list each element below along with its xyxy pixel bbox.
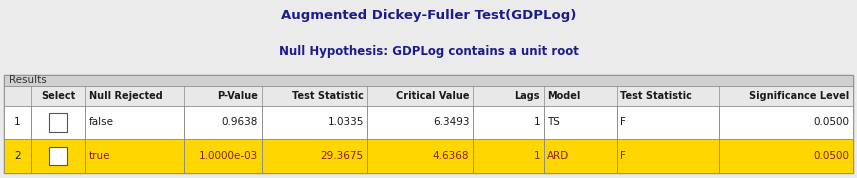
Text: F: F (620, 151, 626, 161)
Text: Augmented Dickey-Fuller Test(GDPLog): Augmented Dickey-Fuller Test(GDPLog) (281, 9, 576, 22)
Bar (49, 113, 68, 132)
Text: Test Statistic: Test Statistic (292, 91, 363, 101)
Text: 2: 2 (15, 151, 21, 161)
Text: P-Value: P-Value (218, 91, 258, 101)
Bar (4, 106, 853, 139)
Bar (49, 147, 68, 165)
Text: false: false (89, 117, 114, 127)
Bar (4, 75, 853, 86)
Text: Lags: Lags (514, 91, 540, 101)
Bar (4, 86, 853, 106)
Text: Test Statistic: Test Statistic (620, 91, 692, 101)
Text: Results: Results (9, 75, 46, 85)
Text: true: true (89, 151, 111, 161)
Text: 29.3675: 29.3675 (321, 151, 363, 161)
Text: 1: 1 (533, 151, 540, 161)
Text: Significance Level: Significance Level (749, 91, 849, 101)
Text: 1.0000e-03: 1.0000e-03 (199, 151, 258, 161)
Bar (4, 139, 853, 173)
Text: ARD: ARD (547, 151, 569, 161)
Text: Select: Select (41, 91, 75, 101)
Text: 4.6368: 4.6368 (433, 151, 470, 161)
Text: 0.9638: 0.9638 (222, 117, 258, 127)
Text: Null Rejected: Null Rejected (89, 91, 163, 101)
Text: Critical Value: Critical Value (396, 91, 470, 101)
Text: 1: 1 (533, 117, 540, 127)
Text: TS: TS (547, 117, 560, 127)
Text: F: F (620, 117, 626, 127)
Text: Model: Model (547, 91, 580, 101)
Text: 1: 1 (15, 117, 21, 127)
Text: 0.0500: 0.0500 (813, 117, 849, 127)
Bar (4, 75, 853, 173)
Text: 0.0500: 0.0500 (813, 151, 849, 161)
Text: Null Hypothesis: GDPLog contains a unit root: Null Hypothesis: GDPLog contains a unit … (279, 44, 578, 57)
Text: 6.3493: 6.3493 (433, 117, 470, 127)
Text: 1.0335: 1.0335 (327, 117, 363, 127)
